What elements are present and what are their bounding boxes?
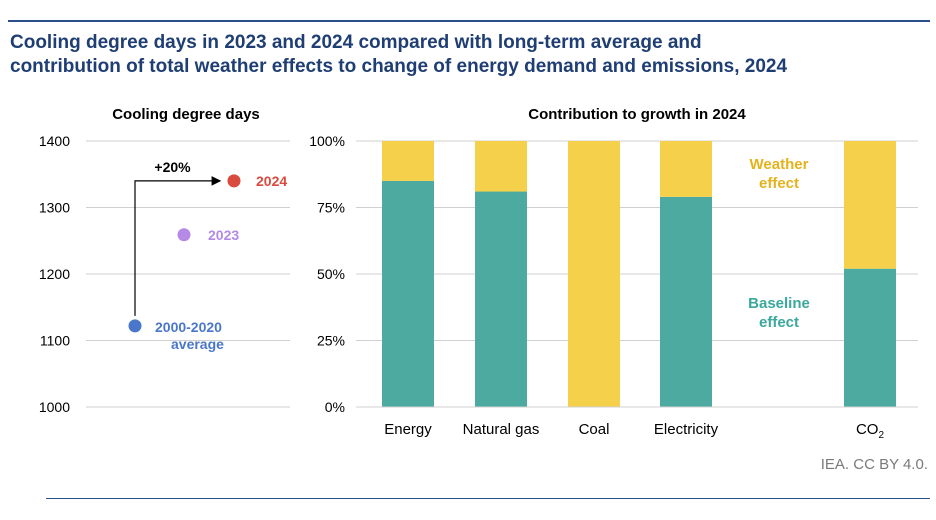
bar-category-label: CO2 <box>856 421 885 441</box>
bar-y-tick-labels: 0% 25% 50% 75% 100% <box>309 133 345 415</box>
cdd-y-tick-label: 1400 <box>39 133 70 149</box>
baseline-effect-label: Baseline effect <box>748 295 810 331</box>
cdd-panel: Cooling degree days 1000 1100 1200 1300 1400… <box>39 106 290 415</box>
bar-category-labels: Energy Natural gas Coal Electricity CO2 <box>384 421 884 441</box>
bar-segment <box>382 180 434 407</box>
cdd-y-tick-label: 1300 <box>39 200 70 216</box>
bar-gridlines <box>356 140 918 408</box>
bar-y-tick-label: 0% <box>325 399 345 415</box>
bar-y-tick-label: 75% <box>317 200 345 216</box>
bar-segment <box>844 268 896 407</box>
cdd-gridlines <box>86 140 290 408</box>
bar-segment <box>475 191 527 407</box>
bar-category-label: Natural gas <box>463 421 540 438</box>
bar-category-label: Electricity <box>654 421 719 438</box>
top-rule <box>8 20 930 22</box>
bar-segment <box>475 141 527 192</box>
bar-category-label: Energy <box>384 421 432 438</box>
weather-effect-label: Weather effect <box>750 156 809 192</box>
cdd-point-label: 2024 <box>256 173 287 189</box>
bar-y-tick-label: 100% <box>309 133 345 149</box>
bottom-rule <box>46 498 930 499</box>
cdd-point-label: 2000-2020 average <box>155 319 224 352</box>
bar-segment <box>382 141 434 181</box>
increase-arrow <box>134 176 222 316</box>
bar-y-tick-label: 25% <box>317 333 345 349</box>
cdd-point <box>177 228 191 242</box>
cdd-points: 2000-2020 average 2023 2024 <box>128 173 287 352</box>
source-credit: IEA. CC BY 4.0. <box>820 456 928 473</box>
cdd-y-tick-label: 1100 <box>40 333 70 349</box>
bar-series-labels: Weather effect Baseline effect <box>748 156 810 331</box>
bar-y-tick-label: 50% <box>317 266 345 282</box>
bar-segment <box>844 141 896 269</box>
cdd-point <box>128 319 142 333</box>
bar-segment <box>660 141 712 197</box>
contribution-panel-title: Contribution to growth in 2024 <box>528 106 746 123</box>
contribution-panel: Contribution to growth in 2024 0% 25% 50% 7… <box>309 106 918 441</box>
chart-title-line-2: contribution of total weather effects to… <box>10 56 788 77</box>
cdd-panel-title: Cooling degree days <box>112 106 260 123</box>
stacked-bars <box>356 141 918 408</box>
chart-title: Cooling degree days in 2023 and 2024 com… <box>10 31 930 79</box>
bar-segment <box>660 196 712 407</box>
chart-title-line-1: Cooling degree days in 2023 and 2024 com… <box>10 32 702 53</box>
bar-segment <box>568 141 620 407</box>
cdd-y-tick-labels: 1000 1100 1200 1300 1400 <box>39 133 70 415</box>
increase-arrow-path <box>134 176 222 316</box>
cdd-y-tick-label: 1200 <box>39 266 70 282</box>
bar-category-label: Coal <box>579 421 610 438</box>
cdd-point <box>227 174 241 188</box>
cdd-y-tick-label: 1000 <box>39 399 70 415</box>
cdd-point-label: 2023 <box>208 227 239 243</box>
increase-annotation: +20% <box>154 159 191 175</box>
